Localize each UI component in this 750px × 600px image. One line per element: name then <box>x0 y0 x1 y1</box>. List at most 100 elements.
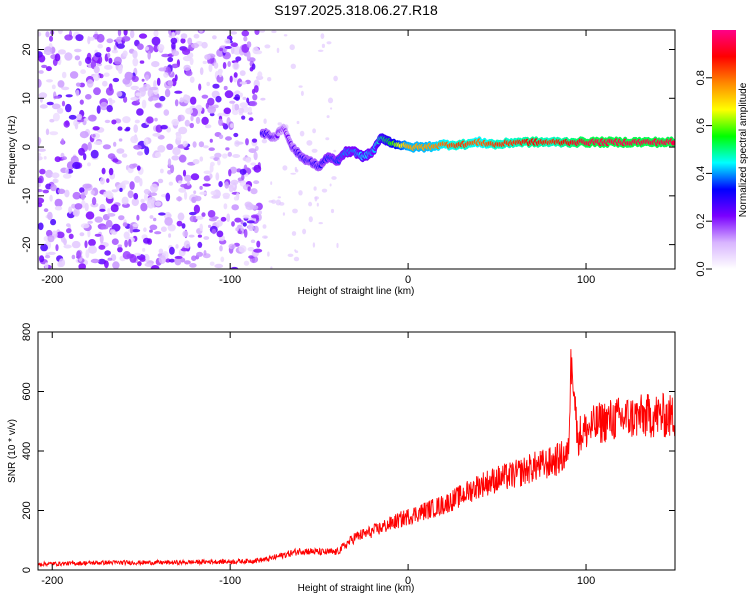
noise-blob <box>161 53 171 58</box>
noise-blob <box>38 31 42 37</box>
noise-blob <box>230 266 239 269</box>
noise-blob <box>38 54 46 63</box>
noise-blob <box>225 147 230 151</box>
noise-blob <box>201 41 208 49</box>
noise-blob <box>115 118 122 124</box>
noise-blob <box>246 220 255 224</box>
noise-blob <box>317 49 324 52</box>
noise-blob <box>199 185 203 190</box>
colorbar-tick-label: 0.8 <box>695 70 707 85</box>
noise-blob <box>219 245 223 252</box>
y-tick-label: -10 <box>21 188 33 204</box>
noise-blob <box>121 180 130 185</box>
noise-blob <box>195 116 201 124</box>
noise-blob <box>174 74 178 82</box>
noise-blob <box>189 215 197 223</box>
y-tick-label: 400 <box>21 442 33 460</box>
noise-blob <box>215 95 222 103</box>
noise-blob <box>283 34 288 37</box>
noise-blob <box>218 134 224 140</box>
noise-blob <box>130 135 139 144</box>
noise-blob <box>171 42 176 50</box>
noise-blob <box>96 105 101 114</box>
noise-blob <box>121 153 128 158</box>
noise-blob <box>174 99 179 107</box>
noise-blob <box>209 112 215 117</box>
noise-blob <box>147 88 154 98</box>
noise-blob <box>243 260 250 266</box>
noise-blob <box>65 103 72 113</box>
noise-blob <box>107 192 114 200</box>
noise-blob <box>133 192 139 200</box>
noise-blob <box>77 119 84 123</box>
noise-blob <box>75 82 81 87</box>
noise-blob <box>204 54 211 60</box>
noise-blob <box>290 63 296 69</box>
noise-blob <box>38 182 41 188</box>
noise-blob <box>189 122 194 129</box>
noise-blob <box>85 211 95 220</box>
noise-blob <box>69 71 79 79</box>
noise-blob <box>233 72 238 78</box>
noise-blob <box>47 251 56 255</box>
noise-blob <box>51 84 56 90</box>
noise-blob <box>100 101 108 111</box>
noise-blob <box>111 119 117 125</box>
noise-blob <box>49 118 55 123</box>
noise-blob <box>87 229 91 238</box>
noise-blob <box>105 87 114 96</box>
noise-blob <box>68 206 73 214</box>
noise-blob <box>45 169 53 178</box>
noise-blob <box>92 134 96 138</box>
noise-blob <box>163 72 169 78</box>
noise-blob <box>143 188 150 195</box>
noise-blob <box>180 33 188 39</box>
noise-blob <box>50 184 57 192</box>
noise-blob <box>92 126 100 131</box>
noise-blob <box>118 138 123 142</box>
noise-blob <box>43 156 47 160</box>
noise-blob <box>157 178 164 184</box>
noise-blob <box>194 195 202 202</box>
noise-blob <box>136 165 141 171</box>
noise-blob <box>132 57 139 67</box>
noise-blob <box>225 136 232 141</box>
noise-blob <box>85 94 92 100</box>
noise-blob <box>203 145 209 149</box>
noise-blob <box>224 90 234 99</box>
noise-blob <box>117 65 123 74</box>
snr-series <box>38 349 675 568</box>
noise-blob <box>222 192 231 198</box>
noise-blob <box>49 194 53 202</box>
noise-blob <box>234 90 241 95</box>
noise-blob <box>49 35 53 42</box>
noise-blob <box>330 208 335 214</box>
noise-blob <box>318 222 323 225</box>
y-tick-label: 20 <box>21 43 33 55</box>
noise-blob <box>186 181 191 186</box>
noise-blob <box>64 189 70 198</box>
noise-blob <box>65 167 69 175</box>
noise-blob <box>140 202 148 212</box>
noise-blob <box>219 47 224 52</box>
noise-blob <box>149 192 158 196</box>
noise-blob <box>271 30 277 34</box>
noise-blob <box>129 163 136 169</box>
noise-blob <box>160 226 167 232</box>
figure-title: S197.2025.318.06.27.R18 <box>274 2 438 18</box>
noise-blob <box>232 154 241 158</box>
noise-blob <box>61 156 67 161</box>
noise-blob <box>298 85 303 88</box>
noise-blob <box>138 33 148 39</box>
noise-blob <box>104 64 113 70</box>
noise-blob <box>171 118 180 126</box>
noise-blob <box>38 92 48 99</box>
noise-blob <box>329 183 332 187</box>
noise-blob <box>167 158 172 167</box>
colorbar-ticks: 0.0 0.2 0.4 0.6 0.8 <box>695 70 712 277</box>
noise-blob <box>143 227 147 232</box>
noise-blob <box>217 159 221 166</box>
noise-blob <box>139 60 145 64</box>
noise-blob <box>277 196 281 199</box>
colorbar-gradient <box>712 30 736 269</box>
